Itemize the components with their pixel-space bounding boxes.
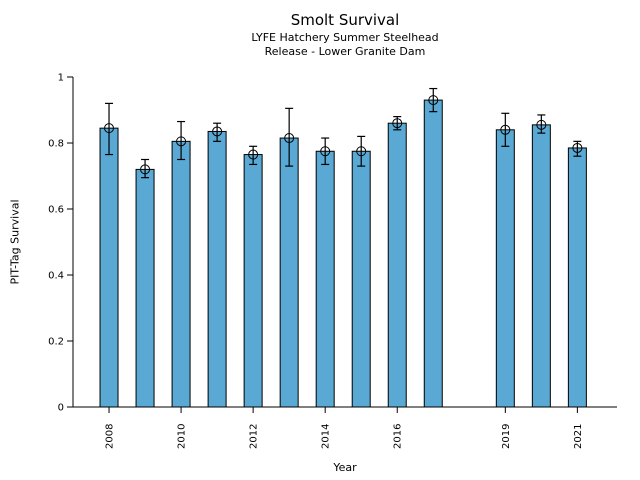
marker-2010 [176,136,187,147]
bar-2011 [207,130,227,408]
x-tick-label: 2016 [393,424,404,449]
marker-2008 [104,123,115,134]
x-tick-label: 2012 [249,424,260,449]
chart-subtitle-line1: LYFE Hatchery Summer Steelhead [251,31,439,44]
x-tick-label: 2008 [105,424,116,449]
x-tick-label: 2019 [501,424,512,449]
marker-2017 [428,95,439,106]
bar-2009 [135,168,155,408]
y-tick-label: 1 [58,73,64,84]
marker-2013 [284,133,295,144]
chart-title: Smolt Survival [290,11,400,29]
chart-subtitle-line2: Release - Lower Granite Dam [264,45,426,58]
marker-2011 [212,126,223,137]
bar-2020 [531,124,551,408]
y-axis-label: PIT-Tag Survival [8,199,22,285]
bar-2021 [567,147,587,408]
marker-2016 [392,118,403,129]
marker-2012 [248,149,259,160]
bar-2010 [171,140,191,408]
x-tick-label: 2014 [321,424,332,449]
marker-2014 [320,146,331,157]
y-tick-label: 0 [58,403,64,414]
x-axis-label: Year [333,461,357,474]
bar-2014 [315,150,335,408]
bar-2016 [387,122,407,408]
bar-2019 [495,129,515,408]
y-tick-label: 0.4 [48,271,64,282]
marker-2020 [536,119,547,130]
marker-2015 [356,146,367,157]
marker-2019 [500,124,511,135]
bar-2017 [423,99,443,408]
bar-2012 [243,154,263,408]
y-tick-label: 0.6 [48,205,64,216]
bar-2013 [279,137,299,408]
bar-2015 [351,150,371,408]
x-tick-label: 2010 [177,424,188,449]
marker-2021 [572,142,583,153]
y-tick-label: 0.2 [48,337,64,348]
x-tick-label: 2021 [573,424,584,449]
bar-2008 [99,127,119,408]
y-tick-label: 0.8 [48,139,64,150]
marker-2009 [140,164,151,175]
